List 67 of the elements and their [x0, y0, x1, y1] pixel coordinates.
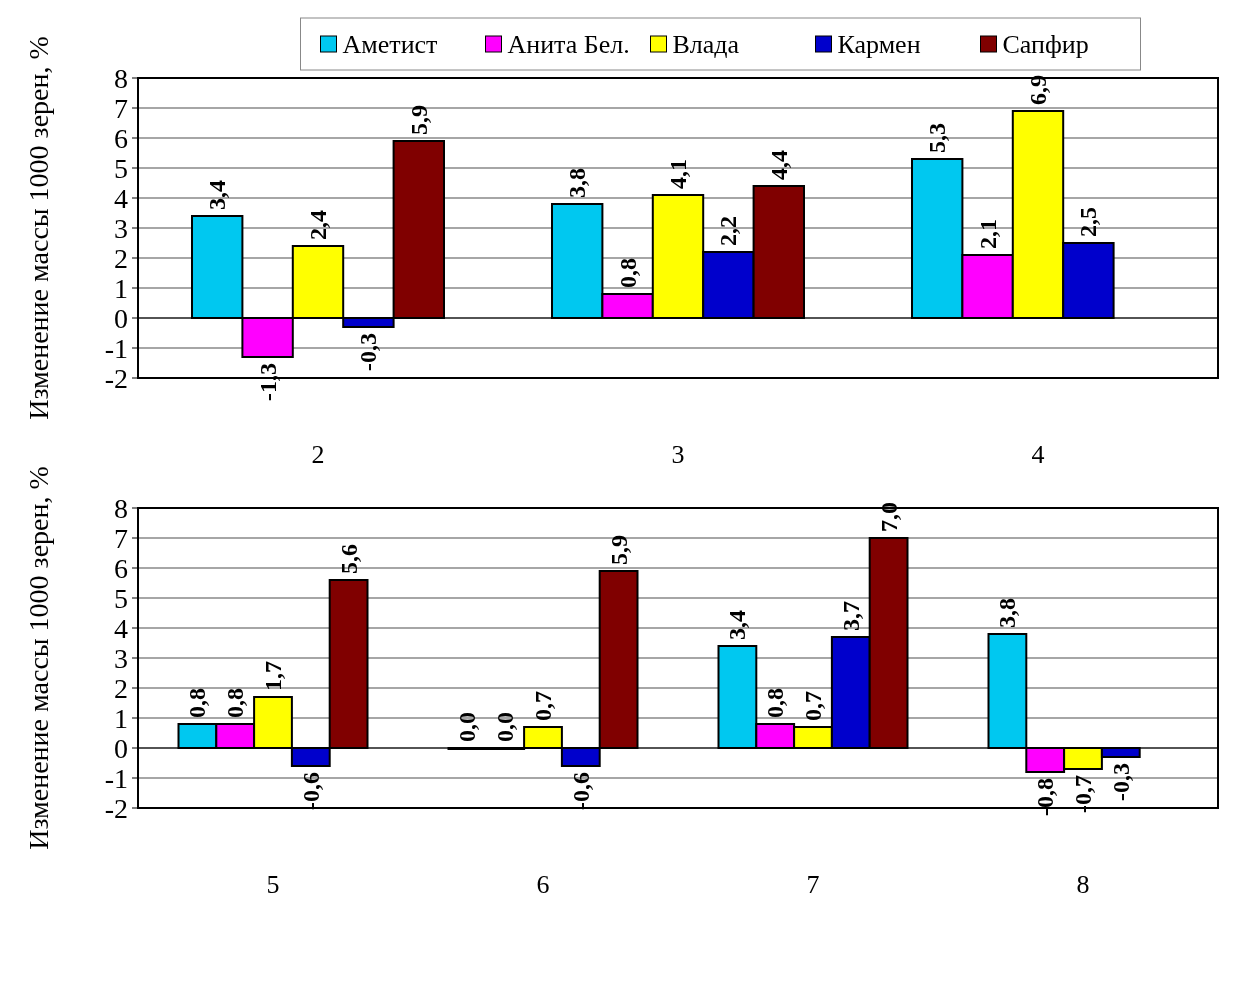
- y-tick-label: -2: [104, 362, 128, 394]
- data-label: 5,3: [924, 123, 951, 153]
- data-label: 3,8: [994, 598, 1021, 628]
- legend-label: Влада: [672, 30, 740, 59]
- y-tick-label: -1: [104, 332, 128, 364]
- data-label: -0,3: [1107, 763, 1134, 801]
- y-tick-label: -2: [104, 792, 128, 824]
- y-tick-label: 0: [114, 732, 128, 764]
- data-label: 3,4: [204, 180, 231, 210]
- data-label: -0,3: [355, 333, 382, 371]
- data-label: 7,0: [875, 502, 902, 532]
- data-label: 5,9: [605, 535, 632, 565]
- data-label: 0,0: [454, 712, 481, 742]
- data-label: -0,6: [297, 772, 324, 810]
- y-tick-label: 4: [114, 182, 128, 214]
- x-tick-label: 8: [1076, 870, 1090, 899]
- data-label: 0,8: [614, 258, 641, 288]
- data-label: 0,8: [222, 688, 249, 718]
- data-label: 0,8: [184, 688, 211, 718]
- y-tick-label: 8: [114, 492, 128, 524]
- legend-label: Анита Бел.: [507, 30, 630, 59]
- y-tick-label: 6: [114, 122, 128, 154]
- y-axis-title: Изменение массы 1000 зерен, %: [23, 36, 54, 420]
- y-tick-label: 3: [114, 212, 128, 244]
- x-tick-label: 3: [671, 440, 685, 469]
- legend-label: Аметист: [342, 30, 438, 59]
- legend-label: Сапфир: [1002, 30, 1089, 59]
- y-tick-label: 5: [114, 582, 128, 614]
- data-label: 2,5: [1075, 207, 1102, 237]
- y-tick-label: 7: [114, 522, 128, 554]
- data-label: 0,8: [762, 688, 789, 718]
- y-tick-label: 5: [114, 152, 128, 184]
- data-label: 2,4: [305, 210, 331, 240]
- x-tick-label: 5: [266, 870, 280, 899]
- data-label: 5,6: [335, 544, 362, 574]
- y-tick-label: 1: [114, 272, 128, 304]
- data-label: -0,7: [1070, 775, 1096, 813]
- y-tick-label: 4: [114, 612, 128, 644]
- data-label: 3,7: [837, 601, 864, 631]
- data-label: 2,2: [715, 216, 742, 246]
- data-label: 3,8: [564, 168, 591, 198]
- y-axis-title: Изменение массы 1000 зерен, %: [23, 466, 54, 850]
- y-tick-label: 7: [114, 92, 128, 124]
- x-tick-label: 4: [1031, 440, 1045, 469]
- y-tick-label: 8: [114, 62, 128, 94]
- data-label: 0,0: [492, 712, 519, 742]
- data-label: -0,8: [1032, 778, 1059, 816]
- data-label: 4,4: [765, 150, 792, 180]
- y-tick-label: 2: [114, 242, 128, 274]
- data-label: 4,1: [665, 159, 691, 189]
- x-tick-label: 7: [806, 870, 820, 899]
- x-tick-label: 6: [536, 870, 550, 899]
- y-tick-label: -1: [104, 762, 128, 794]
- y-tick-label: 1: [114, 702, 128, 734]
- data-label: -0,6: [567, 772, 594, 810]
- data-label: 0,7: [530, 691, 556, 721]
- data-label: 5,9: [405, 105, 432, 135]
- y-tick-label: 2: [114, 672, 128, 704]
- y-tick-label: 0: [114, 302, 128, 334]
- data-label: 3,4: [724, 610, 751, 640]
- y-tick-label: 6: [114, 552, 128, 584]
- data-label: 0,7: [800, 691, 826, 721]
- y-tick-label: 3: [114, 642, 128, 674]
- legend-label: Кармен: [837, 30, 921, 59]
- data-label: 2,1: [974, 219, 1001, 249]
- data-label: 1,7: [260, 661, 286, 691]
- x-tick-label: 2: [311, 440, 325, 469]
